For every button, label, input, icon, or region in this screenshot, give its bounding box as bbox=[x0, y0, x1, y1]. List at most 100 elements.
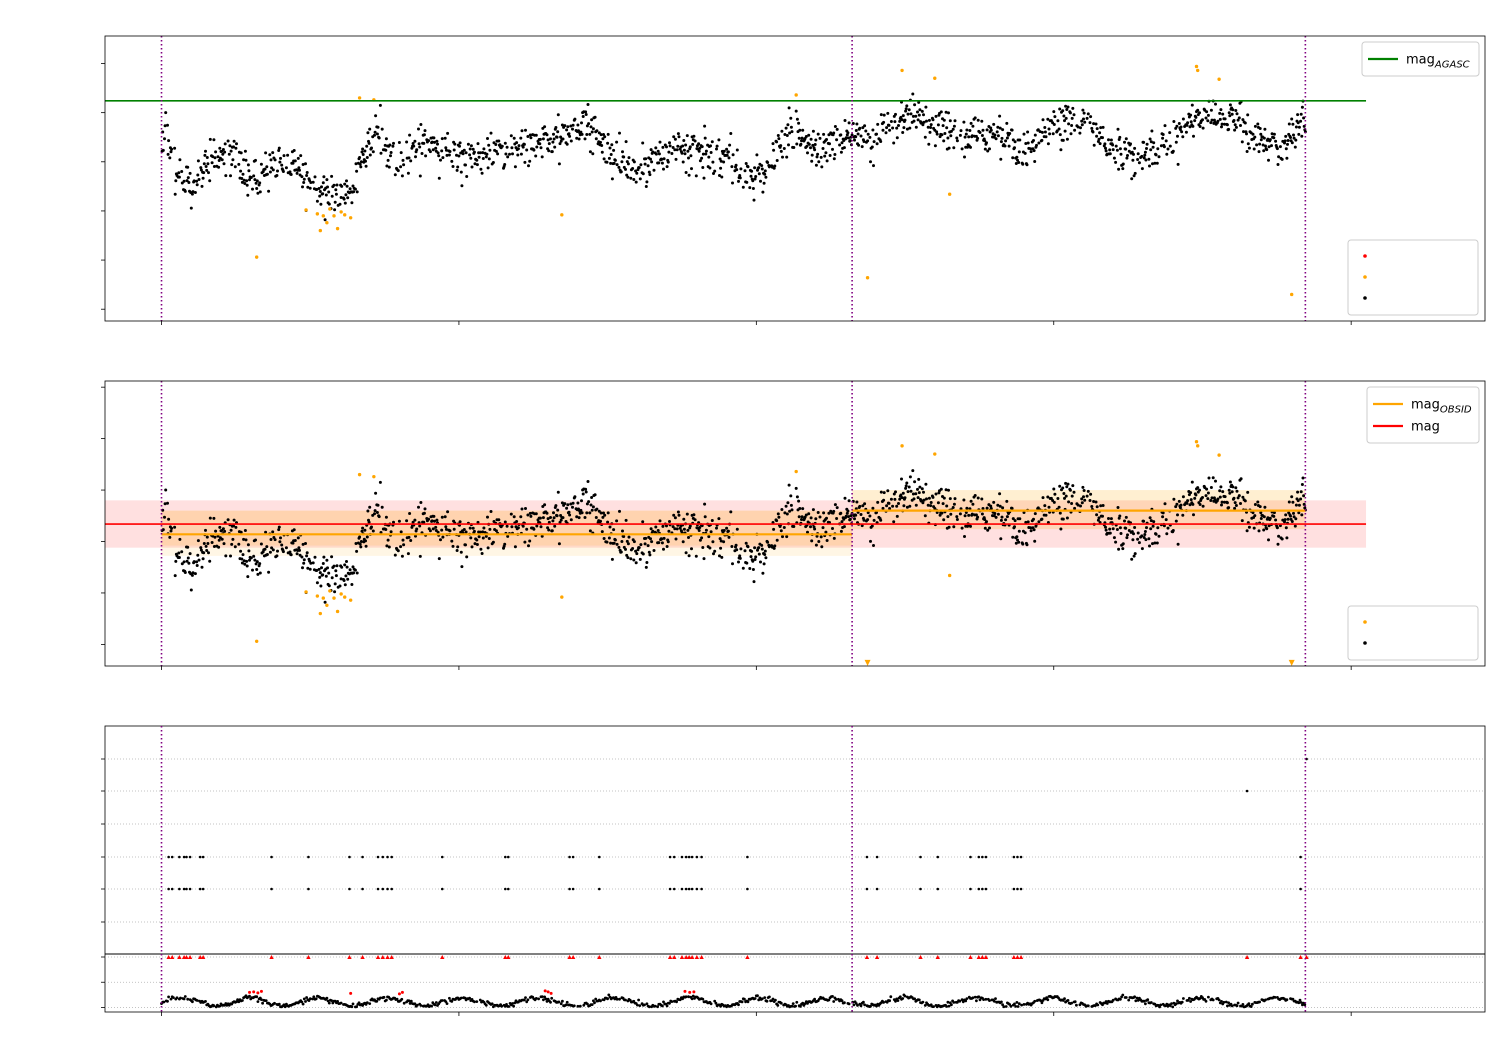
p3-dr-point bbox=[1022, 1003, 1026, 1006]
p2-ok-point bbox=[273, 538, 277, 542]
p1-ok-point bbox=[178, 158, 182, 162]
p2-ok-point bbox=[839, 511, 843, 515]
p2-ok-point bbox=[326, 566, 329, 570]
p2-ok-point bbox=[186, 545, 190, 549]
p2-ok-point bbox=[470, 545, 474, 549]
p2-ok-point bbox=[688, 524, 692, 528]
p3-dr-point bbox=[326, 999, 330, 1003]
p1-ok-point bbox=[1205, 110, 1209, 114]
p2-ok-point bbox=[931, 495, 935, 499]
p2-ok-point bbox=[196, 539, 200, 543]
p1-ok-point bbox=[889, 120, 893, 123]
p1-ok-point bbox=[1180, 130, 1184, 134]
p1-ok-point bbox=[1154, 153, 1158, 157]
p1-ok-point bbox=[722, 149, 726, 153]
p2-ok-point bbox=[321, 573, 325, 577]
p2-ok-point bbox=[306, 566, 310, 570]
p3-dr-point bbox=[791, 1002, 795, 1005]
p2-ok-point bbox=[801, 507, 805, 511]
p3-flag-point bbox=[504, 887, 507, 891]
p2-ok-point bbox=[567, 510, 571, 514]
p2-ok-point bbox=[240, 561, 244, 565]
p2-ok-point bbox=[816, 511, 820, 514]
p2-ok-point bbox=[221, 527, 225, 531]
p2-ok-point bbox=[1205, 487, 1209, 491]
p1-ok-point bbox=[591, 127, 595, 131]
p1-ok-point bbox=[315, 199, 319, 203]
p2-ok-point bbox=[422, 511, 426, 515]
p1-ok-point bbox=[998, 126, 1002, 130]
p3-dr-red-point bbox=[692, 990, 696, 994]
p2-ok-point bbox=[560, 501, 564, 505]
p2-ok-point bbox=[992, 500, 996, 504]
p2-ok-point bbox=[613, 538, 617, 542]
p1-ok-point bbox=[1264, 144, 1267, 148]
p2-ok-point bbox=[615, 542, 619, 546]
p1-ok-point bbox=[196, 173, 200, 177]
p2-ok-point bbox=[588, 511, 592, 515]
p2-ok-point bbox=[521, 524, 525, 528]
p1-ok-point bbox=[535, 145, 539, 149]
p2-ok-point bbox=[1194, 493, 1198, 497]
p1-ok-point bbox=[968, 129, 972, 132]
p1-ok-point bbox=[479, 167, 483, 171]
p1-ok-point bbox=[379, 151, 383, 155]
p3-dr-point bbox=[1013, 1002, 1016, 1006]
p1-ok-point bbox=[680, 151, 684, 155]
p2-ok-point bbox=[703, 502, 707, 506]
p2-ok-point bbox=[1189, 498, 1193, 502]
p1-ok-point bbox=[1095, 134, 1099, 138]
p2-ok-point bbox=[739, 547, 743, 551]
p2-ok-point bbox=[775, 538, 779, 542]
p1-ok-point bbox=[712, 172, 715, 175]
p2-ok-point bbox=[556, 490, 560, 494]
p2-ok-point bbox=[1290, 495, 1294, 499]
p3-dr-point bbox=[656, 1005, 659, 1009]
p2-ok-point bbox=[809, 525, 812, 529]
p3-dr-point bbox=[172, 996, 175, 999]
p1-ok-point bbox=[1209, 108, 1213, 112]
p2-ok-point bbox=[1257, 529, 1261, 533]
p1-ok-point bbox=[554, 126, 558, 129]
p2-ok-point bbox=[941, 502, 945, 506]
p3-dr-point bbox=[382, 995, 386, 999]
p2-ok-point bbox=[895, 514, 899, 518]
p1-ok-point bbox=[468, 147, 472, 151]
p1-ok-point bbox=[693, 139, 697, 143]
p2-ok-point bbox=[1132, 532, 1135, 536]
p2-ok-point bbox=[296, 536, 300, 540]
p1-ok-point bbox=[217, 159, 221, 162]
p2-ok-point bbox=[528, 539, 532, 543]
p2-ok-point bbox=[1174, 505, 1178, 509]
p1-ok-point bbox=[1155, 161, 1159, 165]
p3-dr-red-marker bbox=[699, 955, 704, 959]
p1-ok-point bbox=[786, 123, 790, 127]
p2-ok-point bbox=[858, 504, 862, 508]
p1-ok-point bbox=[634, 180, 638, 184]
p2-ok-point bbox=[782, 526, 786, 529]
p1-ok-point bbox=[491, 161, 495, 164]
p2-ok-point bbox=[167, 517, 171, 521]
p3-dr-point bbox=[549, 1000, 552, 1004]
p1-ok-point bbox=[321, 181, 325, 185]
p3-dr-point bbox=[1063, 997, 1066, 1001]
p1-ok-point bbox=[573, 117, 577, 121]
p1-ok-point bbox=[1011, 138, 1015, 142]
p1-ok-point bbox=[981, 128, 985, 132]
p2-ok-point bbox=[549, 516, 552, 519]
p1-ok-point bbox=[1300, 105, 1304, 109]
p1-ok-point bbox=[245, 183, 249, 187]
p2-ok-point bbox=[859, 513, 863, 516]
p2-ok-point bbox=[1190, 480, 1194, 484]
p3-dr-point bbox=[827, 998, 831, 1002]
p2-ok-point bbox=[298, 548, 301, 552]
p1-ok-point bbox=[335, 183, 339, 187]
p1-ok-point bbox=[948, 119, 952, 123]
p2-ok-point bbox=[754, 555, 758, 559]
p2-ok-point bbox=[999, 537, 1003, 541]
p2-ok-point bbox=[692, 513, 696, 517]
p1-ok-point bbox=[327, 190, 331, 194]
p1-ok-point bbox=[251, 187, 254, 191]
p2-ok-point bbox=[800, 518, 803, 521]
p1-ok-point bbox=[917, 113, 921, 117]
